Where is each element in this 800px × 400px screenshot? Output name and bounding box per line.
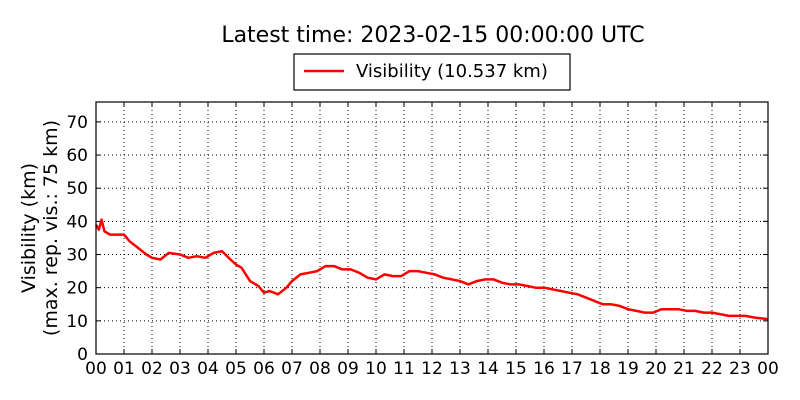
x-tick-label: 05	[225, 359, 247, 379]
x-tick-label: 16	[533, 359, 555, 379]
series-layer	[94, 218, 769, 321]
x-tick-label: 03	[169, 359, 191, 379]
x-tick-label: 22	[701, 359, 723, 379]
x-tick-label: 14	[477, 359, 499, 379]
x-tick-label: 13	[449, 359, 471, 379]
x-tick-label: 20	[645, 359, 667, 379]
visibility-series-line	[94, 218, 769, 321]
x-tick-label: 15	[505, 359, 527, 379]
y-tick-label: 30	[66, 246, 88, 266]
x-tick-label: 00	[757, 359, 779, 379]
x-tick-label: 08	[309, 359, 331, 379]
x-tick-label: 02	[141, 359, 163, 379]
x-tick-label: 06	[253, 359, 275, 379]
x-tick-label: 17	[561, 359, 583, 379]
y-axis-subtitle: (max. rep. vis.: 75 km)	[40, 120, 62, 336]
chart-title: Latest time: 2023-02-15 00:00:00 UTC	[221, 23, 644, 48]
x-tick-label: 07	[281, 359, 303, 379]
x-tick-label: 01	[113, 359, 135, 379]
y-tick-label: 70	[66, 113, 88, 133]
plot-frame	[95, 101, 769, 355]
y-tick-label: 10	[66, 312, 88, 332]
x-tick-label: 19	[617, 359, 639, 379]
x-tick-label: 21	[673, 359, 695, 379]
legend: Visibility (10.537 km)	[293, 53, 571, 91]
x-tick-label: 12	[421, 359, 443, 379]
x-tick-label: 09	[337, 359, 359, 379]
y-axis-title: Visibility (km)	[18, 163, 40, 293]
x-tick-label: 11	[393, 359, 415, 379]
grid	[96, 102, 768, 354]
x-tick-label: 00	[85, 359, 107, 379]
y-tick-label: 0	[77, 345, 88, 365]
x-tick-label: 18	[589, 359, 611, 379]
y-tick-label: 60	[66, 146, 88, 166]
y-tick-label: 50	[66, 179, 88, 199]
y-tick-label: 20	[66, 279, 88, 299]
legend-entry-label: Visibility (10.537 km)	[356, 61, 548, 82]
x-tick-label: 10	[365, 359, 387, 379]
x-tick-label: 04	[197, 359, 219, 379]
axis-ticks: 00 01 02 03 04 05 06 07 08 09 10 11 12 13 14 15 16 17 18 19…	[66, 102, 779, 379]
x-tick-label: 23	[729, 359, 751, 379]
y-tick-label: 40	[66, 212, 88, 232]
